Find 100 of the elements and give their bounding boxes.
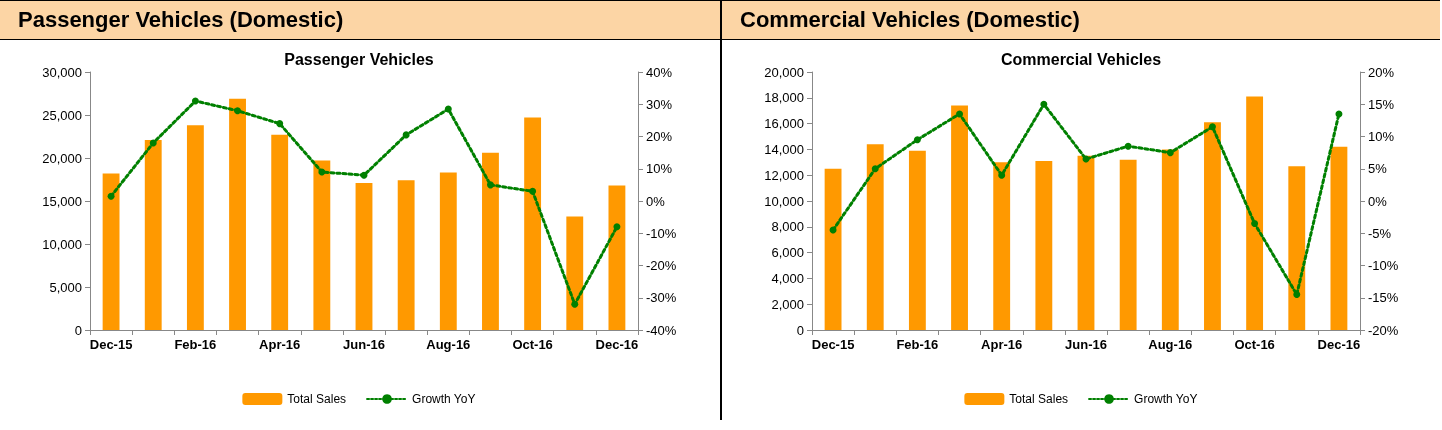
bar	[566, 216, 584, 330]
bar	[1035, 161, 1053, 330]
y2-tick-label: -15%	[1368, 290, 1399, 306]
bar	[1161, 149, 1179, 330]
bar	[271, 134, 289, 330]
y2-tick-label: 10%	[1368, 129, 1395, 144]
y-tick-label: 0	[796, 322, 804, 338]
y2-tick-label: 20%	[1368, 64, 1395, 80]
y-tick-label: 20,000	[42, 150, 82, 166]
y-tick-label: 6,000	[771, 245, 804, 261]
point	[998, 171, 1006, 179]
y2-tick-label: -5%	[1368, 225, 1392, 241]
point	[1208, 123, 1216, 131]
legend-label: Growth YoY	[412, 392, 476, 406]
chart-subtitle: Commercial Vehicles	[1000, 50, 1162, 68]
legend-label: Growth YoY	[1134, 392, 1198, 406]
point	[1293, 291, 1301, 299]
bar	[482, 152, 499, 330]
x-tick-label: Feb-16	[174, 337, 217, 352]
point	[913, 136, 921, 144]
bar	[1246, 96, 1264, 330]
y-tick-label: 12,000	[764, 167, 804, 183]
x-tick-label: Apr-16	[981, 337, 1023, 352]
bar	[144, 139, 162, 330]
y2-tick-label: -30%	[646, 290, 677, 306]
bar	[1077, 155, 1095, 330]
point	[402, 131, 410, 139]
bar	[824, 168, 842, 330]
y-tick-label: 10,000	[764, 193, 804, 209]
y2-tick-label: -20%	[646, 258, 677, 273]
y-tick-label: 25,000	[42, 107, 82, 123]
bar	[313, 160, 331, 330]
y-tick-label: 10,000	[42, 236, 82, 252]
x-tick-label: Apr-16	[259, 337, 301, 352]
bar	[1288, 166, 1306, 330]
y2-tick-label: -20%	[1368, 322, 1399, 338]
point	[956, 110, 964, 118]
y-tick-label: 20,000	[764, 64, 804, 80]
point	[871, 165, 879, 173]
bar	[524, 117, 542, 330]
y2-tick-label: 30%	[646, 96, 673, 112]
y2-tick-label: 10%	[646, 161, 673, 177]
y2-tick-label: -10%	[646, 225, 677, 241]
y-tick-label: 18,000	[764, 90, 804, 106]
point	[529, 187, 537, 195]
bar	[439, 172, 457, 330]
point	[1166, 149, 1174, 157]
y-tick-label: 4,000	[771, 270, 804, 286]
y-tick-label: 14,000	[764, 141, 804, 157]
x-tick-label: Aug-16	[426, 337, 471, 352]
bar	[102, 173, 120, 330]
y2-tick-label: -40%	[646, 322, 677, 338]
point	[191, 97, 199, 105]
bar	[1330, 146, 1348, 330]
chart-title: Passenger Vehicles (Domestic)	[0, 0, 720, 40]
chart-subtitle: Passenger Vehicles	[284, 50, 434, 68]
legend-label: Total Sales	[287, 392, 347, 406]
y-tick-label: 8,000	[771, 219, 804, 235]
bar	[866, 144, 884, 330]
y2-tick-label: 15%	[1368, 96, 1395, 112]
point	[613, 223, 621, 231]
point	[1124, 142, 1132, 150]
y-tick-label: 15,000	[42, 193, 82, 209]
y-tick-label: 5,000	[49, 279, 82, 295]
x-tick-label: Jun-16	[1065, 337, 1107, 352]
point	[1040, 100, 1048, 108]
point	[276, 120, 284, 128]
x-tick-label: Aug-16	[1148, 337, 1193, 352]
y2-tick-label: 0%	[1368, 193, 1388, 209]
point	[1251, 220, 1259, 228]
x-tick-label: Dec-16	[1317, 337, 1361, 352]
legend-label: Total Sales	[1009, 392, 1069, 406]
bar	[951, 105, 968, 330]
bar	[355, 182, 373, 330]
y-tick-label: 0	[74, 322, 82, 338]
bar	[993, 162, 1011, 330]
y-tick-label: 2,000	[771, 296, 804, 312]
point	[486, 181, 494, 189]
x-tick-label: Dec-15	[811, 337, 855, 352]
point	[107, 192, 115, 200]
bar	[186, 125, 204, 330]
x-tick-label: Oct-16	[512, 337, 553, 352]
x-tick-label: Oct-16	[1234, 337, 1275, 352]
point	[444, 105, 452, 113]
bar	[908, 150, 926, 330]
point	[360, 171, 368, 179]
y-tick-label: 16,000	[764, 116, 804, 132]
y-tick-label: 30,000	[42, 64, 82, 80]
x-tick-label: Feb-16	[896, 337, 939, 352]
bar	[229, 98, 246, 330]
y2-tick-label: 0%	[646, 193, 666, 209]
point	[571, 300, 579, 308]
x-tick-label: Jun-16	[343, 337, 385, 352]
x-tick-label: Dec-15	[89, 337, 133, 352]
y2-tick-label: 40%	[646, 64, 673, 80]
x-tick-label: Dec-16	[595, 337, 639, 352]
y2-tick-label: -10%	[1368, 258, 1399, 273]
point	[318, 168, 326, 176]
y2-tick-label: 20%	[646, 129, 673, 144]
bar	[397, 180, 415, 330]
